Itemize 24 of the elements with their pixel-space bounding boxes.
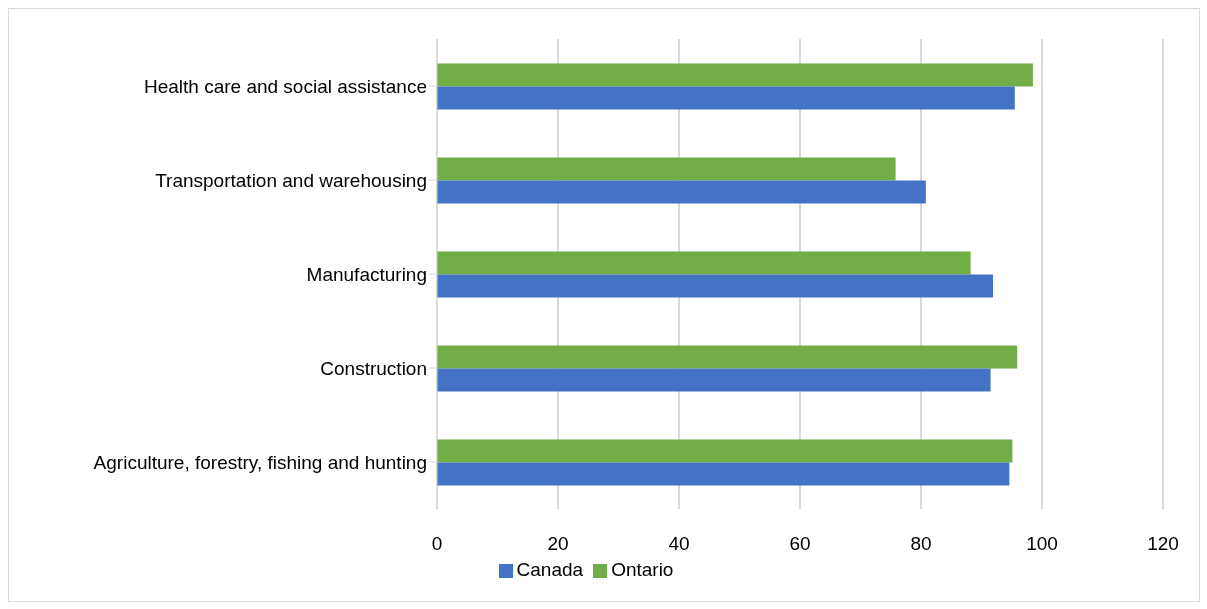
x-tick-label: 40	[668, 533, 690, 555]
bar	[437, 86, 1015, 110]
bar	[437, 368, 991, 392]
bar	[437, 462, 1010, 486]
bar	[437, 63, 1033, 87]
y-tick-label: Agriculture, forestry, fishing and hunting	[93, 451, 427, 473]
x-tick-label: 100	[1026, 533, 1058, 555]
y-tick-label: Transportation and warehousing	[155, 169, 427, 191]
bar	[437, 345, 1018, 369]
bar	[437, 439, 1013, 463]
legend-label: Ontario	[611, 559, 674, 580]
x-tick-label: 0	[431, 533, 443, 555]
bar	[437, 180, 926, 204]
x-tick-label: 120	[1147, 533, 1179, 555]
x-tick-label: 60	[789, 533, 811, 555]
x-tick-label: 80	[910, 533, 932, 555]
x-tick-label: 20	[547, 533, 569, 555]
bar	[437, 274, 993, 298]
y-tick-label: Health care and social assistance	[143, 75, 427, 97]
bar	[437, 251, 971, 275]
bar	[437, 157, 896, 181]
y-tick-label: Manufacturing	[306, 263, 427, 285]
legend-label: Canada	[516, 559, 584, 580]
y-tick-label: Construction	[320, 357, 427, 379]
